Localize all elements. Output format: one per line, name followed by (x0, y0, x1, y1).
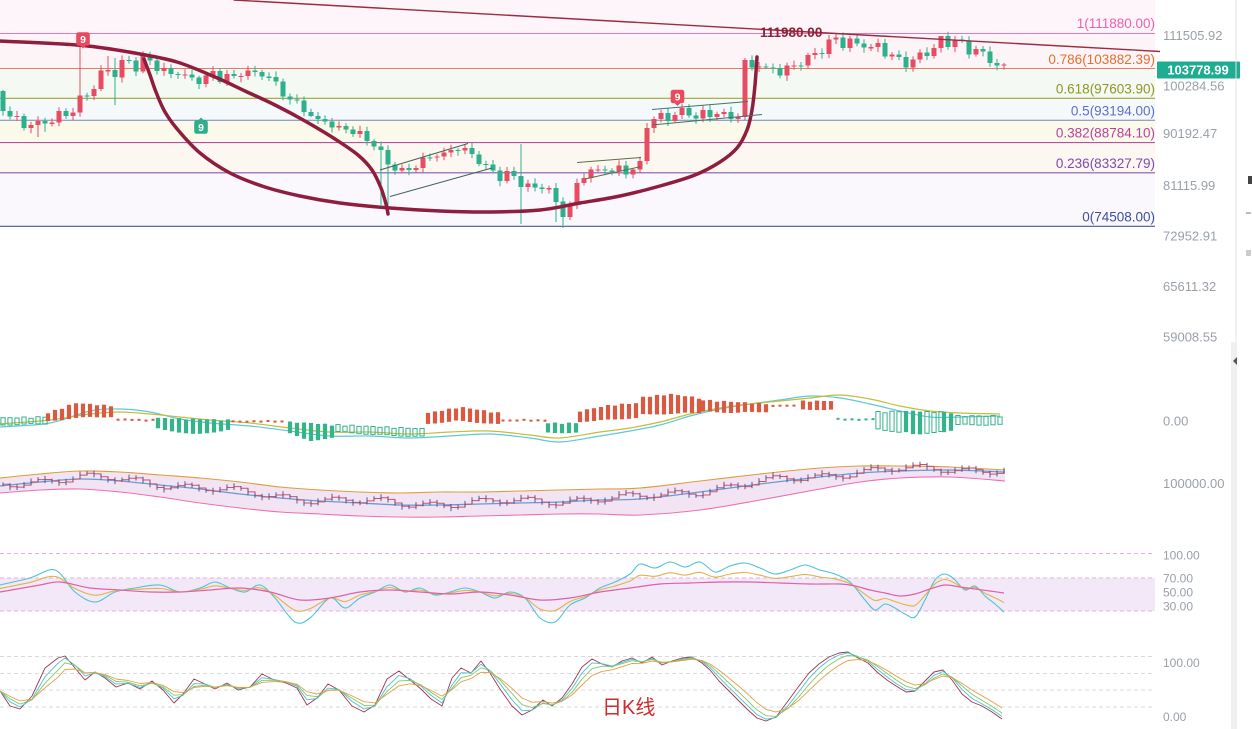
svg-text:0.5(93194.00): 0.5(93194.00) (1071, 104, 1155, 119)
svg-text:1(111880.00): 1(111880.00) (1077, 16, 1155, 31)
svg-text:9: 9 (675, 91, 681, 103)
svg-text:90192.47: 90192.47 (1163, 126, 1217, 141)
svg-text:0(74508.00): 0(74508.00) (1082, 210, 1155, 225)
svg-text:100284.56: 100284.56 (1163, 79, 1224, 94)
svg-text:100.00: 100.00 (1163, 656, 1200, 670)
svg-text:0.382(88784.10): 0.382(88784.10) (1056, 126, 1155, 141)
svg-text:59008.55: 59008.55 (1163, 330, 1217, 345)
svg-text:0.618(97603.90): 0.618(97603.90) (1056, 82, 1155, 97)
svg-text:81115.99: 81115.99 (1163, 178, 1215, 193)
svg-text:65611.32: 65611.32 (1163, 279, 1216, 294)
svg-text:9: 9 (198, 122, 204, 134)
svg-text:72952.91: 72952.91 (1163, 229, 1217, 244)
svg-text:0.00: 0.00 (1163, 710, 1187, 724)
svg-text:103778.99: 103778.99 (1167, 63, 1228, 78)
svg-text:70.00: 70.00 (1163, 572, 1193, 586)
svg-text:100000.00: 100000.00 (1163, 476, 1224, 491)
svg-text:50.00: 50.00 (1163, 586, 1193, 600)
svg-text:111980.00: 111980.00 (760, 25, 822, 40)
svg-text:0.236(83327.79): 0.236(83327.79) (1056, 156, 1155, 171)
svg-text:100.00: 100.00 (1163, 549, 1200, 563)
svg-text:9: 9 (80, 34, 86, 46)
svg-text:0.786(103882.39): 0.786(103882.39) (1048, 52, 1155, 67)
svg-text:日K线: 日K线 (602, 696, 655, 719)
svg-text:0.00: 0.00 (1163, 414, 1188, 429)
svg-text:30.00: 30.00 (1163, 600, 1193, 614)
svg-text:111505.92: 111505.92 (1163, 28, 1223, 43)
